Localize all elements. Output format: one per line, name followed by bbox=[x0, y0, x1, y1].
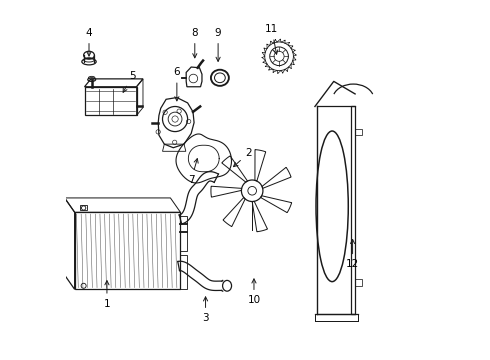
Text: 9: 9 bbox=[215, 28, 221, 62]
Bar bbox=[74, 212, 180, 289]
Text: 1: 1 bbox=[103, 281, 110, 309]
Bar bbox=[180, 255, 187, 289]
Text: 2: 2 bbox=[234, 148, 252, 167]
Bar bbox=[180, 216, 187, 251]
Text: 5: 5 bbox=[123, 71, 135, 92]
Text: 11: 11 bbox=[265, 24, 278, 54]
Text: 7: 7 bbox=[188, 159, 198, 185]
Bar bbox=[351, 107, 355, 315]
Text: 10: 10 bbox=[247, 279, 261, 305]
Bar bbox=[355, 129, 362, 135]
Text: 8: 8 bbox=[192, 28, 198, 58]
Bar bbox=[84, 87, 137, 116]
Text: 3: 3 bbox=[202, 297, 209, 323]
Bar bbox=[355, 279, 362, 286]
Text: 4: 4 bbox=[86, 28, 92, 56]
Text: 12: 12 bbox=[346, 239, 359, 269]
Bar bbox=[80, 205, 87, 211]
Text: 6: 6 bbox=[173, 67, 180, 101]
